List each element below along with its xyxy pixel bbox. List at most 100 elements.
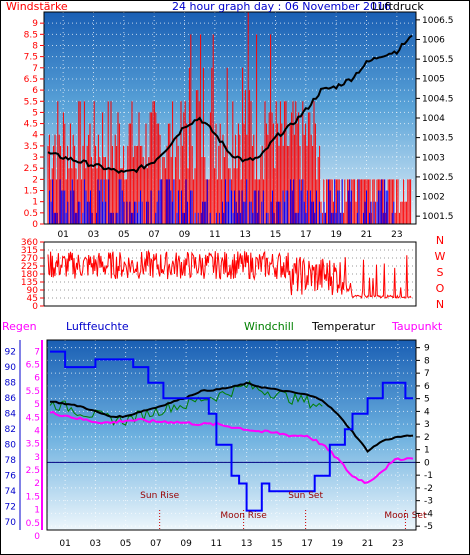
direction-tick-label: 360 — [21, 238, 38, 248]
dewpoint-line — [49, 410, 414, 484]
taupunkt-label: Taupunkt — [391, 320, 443, 333]
wind-tick-label: 8 — [32, 41, 38, 51]
event-label: Moon Rise — [220, 511, 267, 521]
rain-tick-label: 2 — [34, 479, 40, 489]
rain-tick-label: 5.5 — [26, 387, 40, 397]
humidity-tick-label: 84 — [5, 410, 17, 420]
hour-tick-label: 05 — [120, 539, 131, 549]
hour-tick-label: 17 — [300, 230, 311, 240]
wind-direction-line — [47, 249, 412, 300]
hour-tick-label: 11 — [211, 539, 222, 549]
compass-letter: N — [436, 234, 444, 247]
wind-tick-label: 5 — [32, 108, 38, 118]
rain-tick-label: 4 — [34, 426, 40, 436]
wind-tick-label: 6 — [32, 86, 38, 96]
humidity-tick-label: 70 — [5, 518, 17, 528]
rain-tick-label: 1 — [34, 506, 40, 516]
pressure-tick-label: 1004 — [422, 114, 445, 124]
temp-tick-label: -5 — [424, 522, 433, 532]
hour-tick-label: 15 — [271, 539, 282, 549]
direction-tick-label: 90 — [27, 286, 39, 296]
hour-tick-label: 23 — [392, 539, 403, 549]
wind-tick-label: 0.5 — [24, 209, 38, 219]
humidity-tick-label: 76 — [5, 472, 17, 482]
wind-tick-label: 7 — [32, 64, 38, 74]
hour-tick-label: 09 — [179, 230, 191, 240]
hour-tick-label: 23 — [391, 230, 402, 240]
humidity-tick-label: 92 — [5, 348, 16, 358]
wind-tick-label: 1 — [32, 198, 38, 208]
pressure-tick-label: 1004.5 — [422, 94, 454, 104]
rain-tick-label: 6.5 — [26, 360, 40, 370]
pressure-tick-label: 1005 — [422, 75, 445, 85]
wind-tick-label: 3.5 — [24, 142, 38, 152]
hour-tick-label: 13 — [239, 230, 250, 240]
hour-tick-label: 13 — [241, 539, 252, 549]
event-label: Moon Set — [384, 511, 427, 521]
wind-tick-label: 1.5 — [24, 187, 38, 197]
temp-tick-label: -2 — [424, 484, 433, 494]
hour-tick-label: 07 — [150, 539, 161, 549]
rain-tick-label: 5 — [34, 400, 40, 410]
wind-tick-label: 5.5 — [24, 97, 38, 107]
temp-tick-label: 8 — [424, 356, 430, 366]
temp-tick-label: -4 — [424, 509, 433, 519]
wind-tick-label: 0 — [32, 220, 38, 230]
humidity-tick-label: 74 — [5, 487, 17, 497]
hour-tick-label: 21 — [361, 230, 372, 240]
direction-tick-label: 45 — [27, 294, 38, 304]
hour-tick-label: 03 — [88, 230, 99, 240]
chart-title: 24 hour graph day : 06 November 2016 — [172, 0, 391, 13]
hour-tick-label: 21 — [362, 539, 373, 549]
luftfeuchte-label: Luftfeuchte — [66, 320, 129, 333]
wind-tick-label: 2.5 — [24, 164, 38, 174]
pressure-tick-label: 1003 — [422, 153, 445, 163]
temp-tick-label: 4 — [424, 407, 430, 417]
compass-letter: N — [436, 298, 444, 311]
compass-letter: O — [436, 282, 445, 295]
temp-tick-label: 7 — [424, 369, 430, 379]
rain-tick-label: 0 — [34, 532, 40, 542]
rain-tick-label: 3 — [34, 453, 40, 463]
event-label: Sun Rise — [140, 491, 179, 501]
temp-tick-label: 9 — [424, 344, 430, 354]
humidity-tick-label: 72 — [5, 503, 16, 513]
wind-tick-label: 3 — [32, 153, 38, 163]
rain-tick-label: 2.5 — [26, 466, 40, 476]
humidity-tick-label: 82 — [5, 425, 16, 435]
hour-tick-label: 19 — [332, 539, 344, 549]
windstaerke-label: Windstärke — [6, 0, 68, 13]
pressure-line — [47, 34, 413, 174]
wind-tick-label: 2 — [32, 175, 38, 185]
direction-tick-label: 225 — [21, 262, 38, 272]
rain-tick-label: 0.5 — [26, 519, 40, 529]
pressure-tick-label: 1002 — [422, 193, 445, 203]
humidity-tick-label: 88 — [5, 379, 17, 389]
temp-tick-label: 2 — [424, 433, 430, 443]
hour-tick-label: 01 — [57, 230, 68, 240]
hour-tick-label: 07 — [148, 230, 159, 240]
pressure-tick-label: 1001.5 — [422, 212, 454, 222]
direction-tick-label: 0 — [32, 302, 38, 312]
rain-tick-label: 6 — [34, 374, 40, 384]
pressure-tick-label: 1002.5 — [422, 173, 454, 183]
hour-tick-label: 17 — [301, 539, 312, 549]
hour-tick-label: 09 — [180, 539, 192, 549]
temperature-line — [49, 381, 414, 453]
humidity-tick-label: 80 — [5, 441, 17, 451]
compass-letter: S — [437, 266, 444, 279]
wind-tick-label: 4 — [32, 131, 38, 141]
temperatur-label: Temperatur — [311, 320, 376, 333]
regen-label: Regen — [2, 320, 37, 333]
direction-tick-label: 315 — [21, 246, 38, 256]
hour-tick-label: 05 — [118, 230, 129, 240]
rain-tick-label: 4.5 — [26, 413, 40, 423]
hour-tick-label: 19 — [330, 230, 342, 240]
event-label: Sun Set — [288, 491, 323, 501]
temperature-humidity-plot-area — [47, 340, 416, 530]
humidity-line — [50, 350, 413, 512]
hour-tick-label: 03 — [90, 539, 101, 549]
temp-tick-label: -3 — [424, 497, 433, 507]
